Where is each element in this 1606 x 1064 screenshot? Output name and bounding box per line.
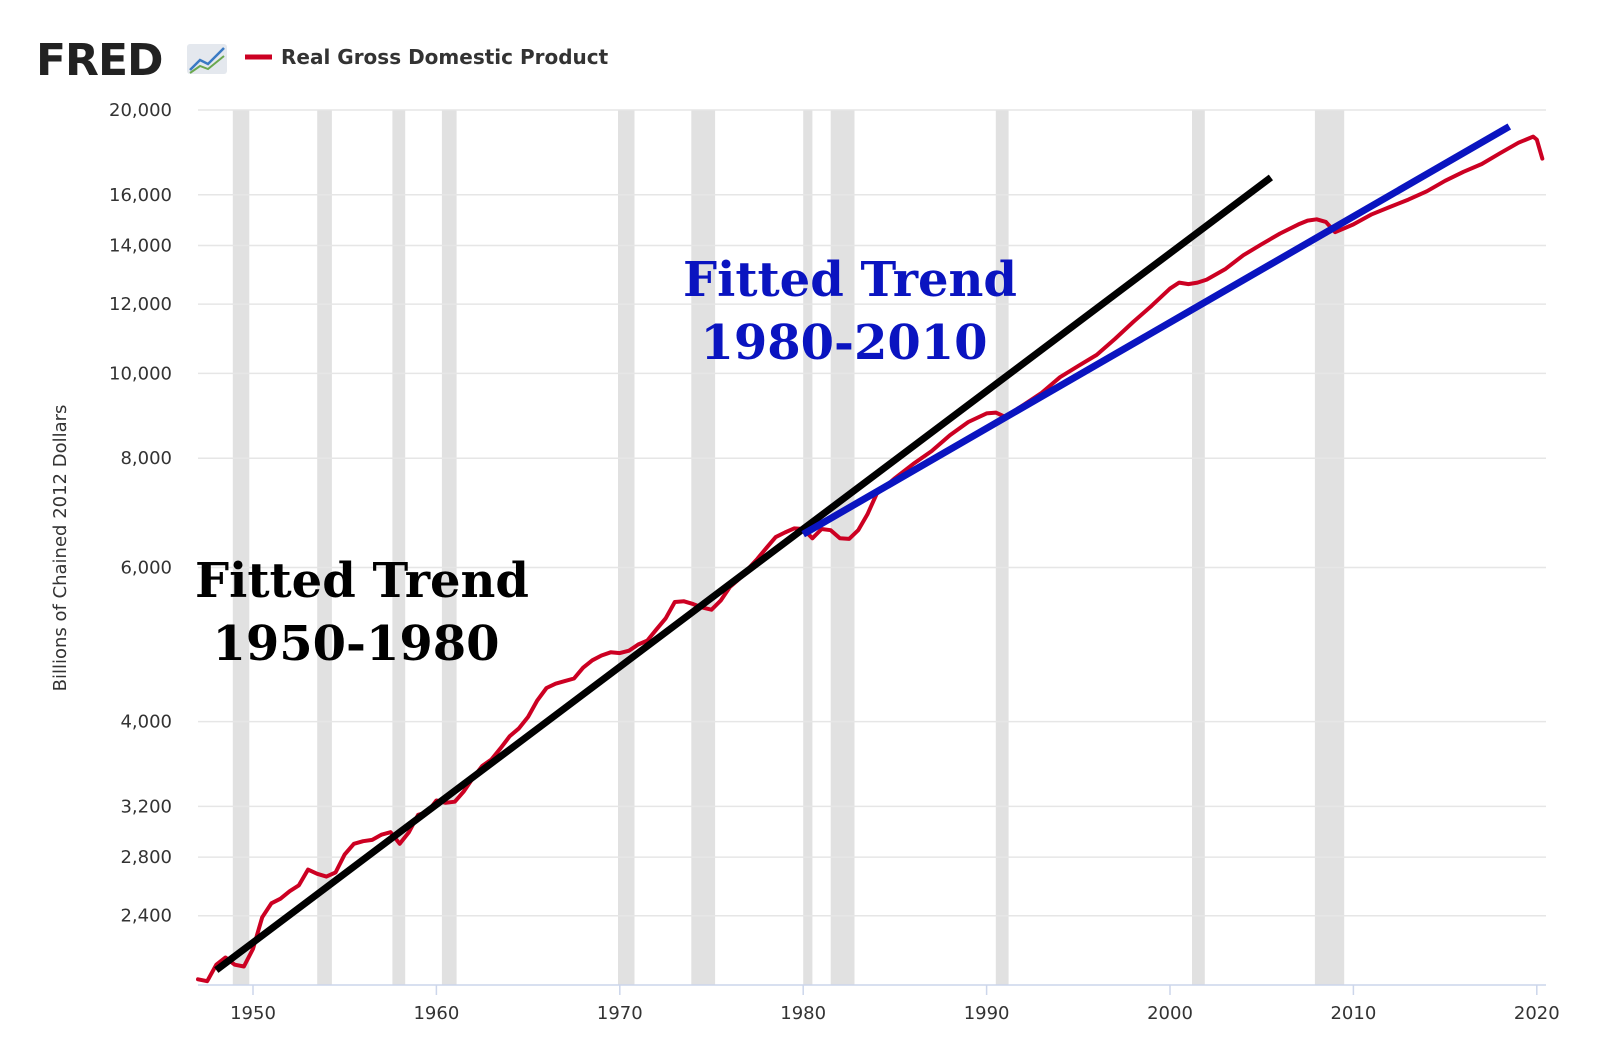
annotation-trend-1980-2010-line2: 1980-2010 bbox=[700, 315, 987, 371]
x-tick-label: 2020 bbox=[1514, 1003, 1560, 1024]
gridlines bbox=[198, 109, 1546, 917]
x-tick-label: 1990 bbox=[964, 1003, 1010, 1024]
y-tick-label: 2,800 bbox=[120, 847, 172, 868]
legend-label: Real Gross Domestic Product bbox=[281, 45, 609, 69]
annotation-trend-1950-1980: Fitted Trend 1950-1980 bbox=[195, 553, 529, 672]
recession-band bbox=[441, 110, 457, 985]
y-tick-label: 14,000 bbox=[109, 236, 172, 257]
annotation-trend-1980-2010-line1: Fitted Trend bbox=[683, 252, 1017, 308]
x-tick-label: 2000 bbox=[1147, 1003, 1193, 1024]
recession-band bbox=[392, 110, 406, 985]
y-tick-label: 16,000 bbox=[109, 185, 172, 206]
annotation-trend-1980-2010: Fitted Trend 1980-2010 bbox=[683, 252, 1017, 371]
recession-band bbox=[618, 110, 635, 985]
y-tick-label: 4,000 bbox=[120, 712, 172, 733]
recession-band bbox=[691, 110, 716, 985]
recession-band bbox=[995, 110, 1009, 985]
y-tick-label: 12,000 bbox=[109, 294, 172, 315]
y-tick-label: 8,000 bbox=[120, 448, 172, 469]
recession-band bbox=[317, 110, 332, 985]
recession-band bbox=[803, 110, 813, 985]
recession-band bbox=[232, 110, 250, 985]
recession-band bbox=[1192, 110, 1205, 985]
x-tick-label: 1950 bbox=[230, 1003, 276, 1024]
fred-logo-chart-icon bbox=[187, 44, 227, 74]
y-axis-title: Billions of Chained 2012 Dollars bbox=[50, 405, 71, 692]
x-tick-label: 1980 bbox=[780, 1003, 826, 1024]
annotation-trend-1950-1980-line1: Fitted Trend bbox=[195, 553, 529, 609]
recession-bands bbox=[232, 110, 1345, 985]
x-tick-label: 2010 bbox=[1330, 1003, 1376, 1024]
recession-band bbox=[1314, 110, 1345, 985]
y-tick-label: 2,400 bbox=[120, 906, 172, 927]
recession-band bbox=[830, 110, 855, 985]
series bbox=[196, 123, 1545, 984]
x-tick-label: 1970 bbox=[597, 1003, 643, 1024]
y-tick-label: 20,000 bbox=[109, 100, 172, 121]
y-tick-label: 6,000 bbox=[120, 558, 172, 579]
fred-logo[interactable]: FRED bbox=[36, 35, 227, 86]
annotation-trend-1950-1980-line2: 1950-1980 bbox=[212, 616, 499, 672]
fred-logo-text: FRED bbox=[36, 35, 163, 86]
legend[interactable]: Real Gross Domestic Product bbox=[245, 45, 609, 69]
y-tick-label: 10,000 bbox=[109, 363, 172, 384]
trend-line-1980-2010 bbox=[801, 123, 1512, 538]
x-tick-label: 1960 bbox=[413, 1003, 459, 1024]
axes: 2,400 2,800 3,200 4,000 6,000 8,000 10,000 12,0… bbox=[109, 100, 1560, 1024]
y-tick-label: 3,200 bbox=[120, 796, 172, 817]
trend-line-1950-1980 bbox=[214, 174, 1274, 973]
